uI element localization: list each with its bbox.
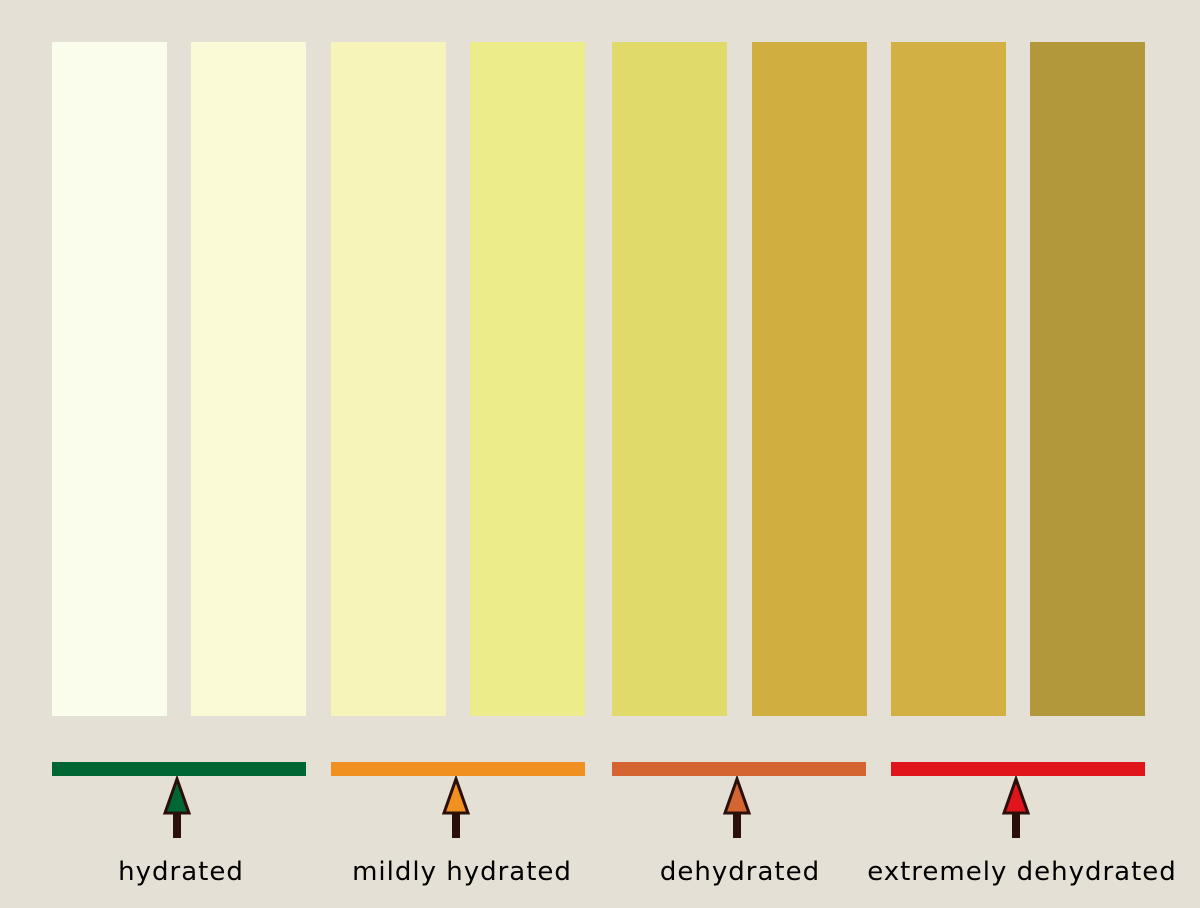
- level-label-hydrated: hydrated: [118, 857, 244, 887]
- level-band-extremely-dehydrated: [891, 762, 1145, 776]
- level-band-dehydrated: [612, 762, 866, 776]
- color-swatch-7: [891, 42, 1006, 716]
- color-swatch-5: [612, 42, 727, 716]
- color-swatch-1: [52, 42, 167, 716]
- arrow-up-icon: [162, 776, 192, 838]
- arrow-up-icon: [1001, 776, 1031, 838]
- color-swatch-4: [470, 42, 585, 716]
- color-swatch-6: [752, 42, 867, 716]
- level-band-mildly-hydrated: [331, 762, 585, 776]
- color-swatch-8: [1030, 42, 1145, 716]
- color-swatch-3: [331, 42, 446, 716]
- level-label-dehydrated: dehydrated: [659, 857, 821, 887]
- arrow-up-icon: [722, 776, 752, 838]
- level-label-mildly-hydrated: mildly hydrated: [352, 857, 572, 887]
- color-swatch-2: [191, 42, 306, 716]
- arrow-up-icon: [441, 776, 471, 838]
- level-band-hydrated: [52, 762, 306, 776]
- level-label-extremely-dehydrated: extremely dehydrated: [867, 857, 1177, 887]
